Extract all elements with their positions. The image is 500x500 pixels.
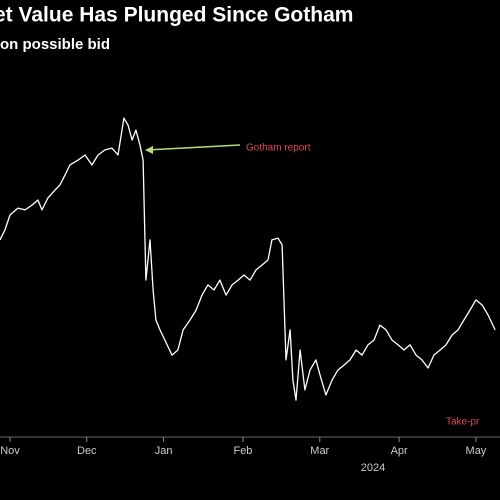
x-tick-label: Dec [77, 445, 97, 457]
x-tick-label: Feb [233, 445, 252, 457]
x-tick-label: Nov [0, 445, 20, 457]
annotation-arrow [146, 144, 241, 151]
annotation: Take-pr [446, 417, 480, 428]
chart-subtitle: on possible bid [0, 36, 110, 53]
x-tick-label: May [466, 445, 487, 457]
annotation: Gotham report [246, 143, 311, 154]
chart-title: et Value Has Plunged Since Gotham [0, 4, 353, 27]
x-tick-label: Jan [155, 445, 173, 457]
year-label: 2024 [361, 462, 385, 474]
x-tick-label: Mar [310, 445, 329, 457]
annotation-arrowhead [145, 146, 153, 154]
line-series [0, 117, 496, 401]
x-tick-label: Apr [391, 445, 408, 457]
